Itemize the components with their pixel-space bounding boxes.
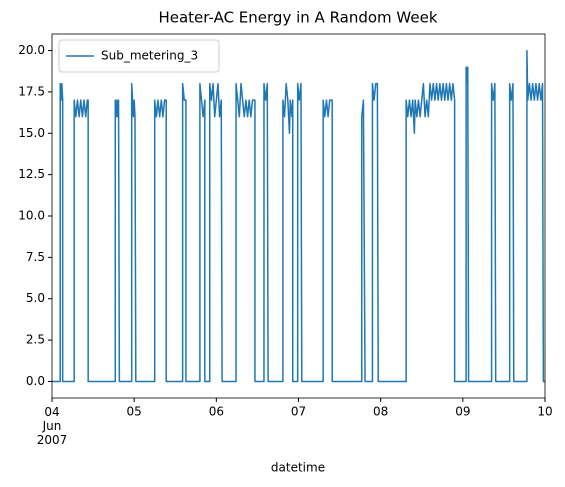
plot-frame	[51, 33, 546, 399]
x-tick-label: 08	[373, 405, 388, 419]
y-tick-label: 5.0	[26, 291, 45, 305]
y-tick-label: 12.5	[18, 167, 45, 181]
x-tick-label-line: Jun	[42, 419, 62, 433]
y-tick-label: 0.0	[26, 374, 45, 388]
x-tick-label: 07	[291, 405, 306, 419]
x-tick-label: 04 Jun 2007	[37, 405, 68, 447]
chart-title: Heater-AC Energy in A Random Week	[158, 9, 437, 27]
x-axis-label: datetime	[271, 461, 325, 475]
x-tick-label: 05	[127, 405, 142, 419]
data-line	[52, 49, 545, 383]
legend-box	[58, 39, 220, 73]
x-tick-label: 10	[537, 405, 552, 419]
x-tick-label: 09	[455, 405, 470, 419]
x-tick-label-line: 2007	[37, 433, 68, 447]
x-tick-label: 06	[209, 405, 224, 419]
y-tick-label: 15.0	[18, 126, 45, 140]
y-tick-label: 20.0	[18, 43, 45, 57]
y-tick-label: 2.5	[26, 333, 45, 347]
y-tick-label: 10.0	[18, 209, 45, 223]
y-tick-label: 17.5	[18, 84, 45, 98]
y-tick-label: 7.5	[26, 250, 45, 264]
x-tick-label-line: 04	[44, 405, 59, 419]
legend-label: Sub_metering_3	[101, 49, 198, 63]
